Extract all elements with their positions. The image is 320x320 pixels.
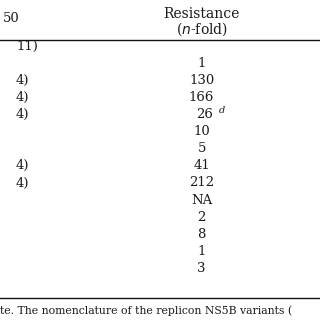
Text: d: d — [219, 106, 226, 115]
Text: 11): 11) — [16, 40, 38, 53]
Text: 26: 26 — [196, 108, 213, 121]
Text: 212: 212 — [189, 177, 214, 189]
Text: Resistance: Resistance — [164, 7, 240, 21]
Text: NA: NA — [191, 194, 212, 207]
Text: 166: 166 — [189, 91, 214, 104]
Text: 50: 50 — [3, 12, 20, 25]
Text: 1: 1 — [197, 245, 206, 258]
Text: 3: 3 — [197, 262, 206, 275]
Text: 8: 8 — [197, 228, 206, 241]
Text: ($n$-fold): ($n$-fold) — [176, 20, 228, 38]
Text: 4): 4) — [16, 108, 29, 121]
Text: 4): 4) — [16, 177, 29, 189]
Text: 4): 4) — [16, 74, 29, 87]
Text: 41: 41 — [193, 159, 210, 172]
Text: 10: 10 — [193, 125, 210, 138]
Text: 130: 130 — [189, 74, 214, 87]
Text: 5: 5 — [197, 142, 206, 155]
Text: 2: 2 — [197, 211, 206, 224]
Text: 4): 4) — [16, 159, 29, 172]
Text: te. The nomenclature of the replicon NS5B variants (: te. The nomenclature of the replicon NS5… — [0, 305, 292, 316]
Text: 1: 1 — [197, 57, 206, 70]
Text: 4): 4) — [16, 91, 29, 104]
